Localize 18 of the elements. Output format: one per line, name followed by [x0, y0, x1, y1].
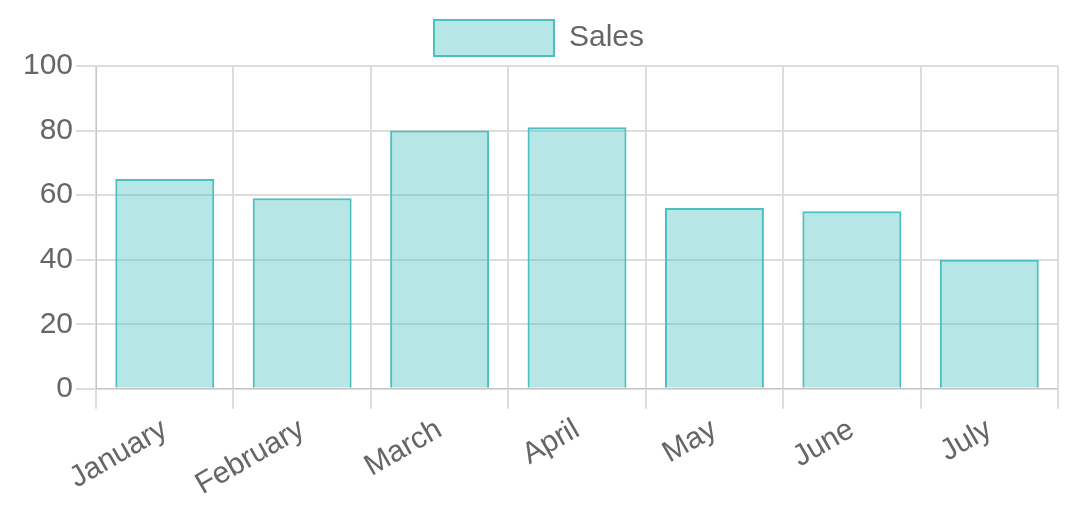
bar [802, 211, 902, 388]
y-tick-label: 40 [39, 240, 74, 274]
x-tick-label: June [786, 411, 859, 473]
x-tick-label: July [933, 411, 997, 467]
y-tick-label: 100 [22, 47, 74, 81]
bar [115, 178, 215, 388]
y-tick-label: 80 [39, 111, 74, 145]
bar [390, 130, 490, 388]
bar [527, 127, 627, 388]
y-tick-label: 60 [39, 176, 74, 210]
y-tick-label: 20 [39, 305, 74, 339]
bar [939, 259, 1039, 388]
legend-label: Sales [568, 19, 645, 53]
x-tick-label: May [656, 411, 722, 469]
y-tick-label: 0 [56, 370, 74, 404]
x-tick-label: April [515, 411, 585, 470]
bar [664, 208, 764, 388]
bar [252, 198, 352, 388]
